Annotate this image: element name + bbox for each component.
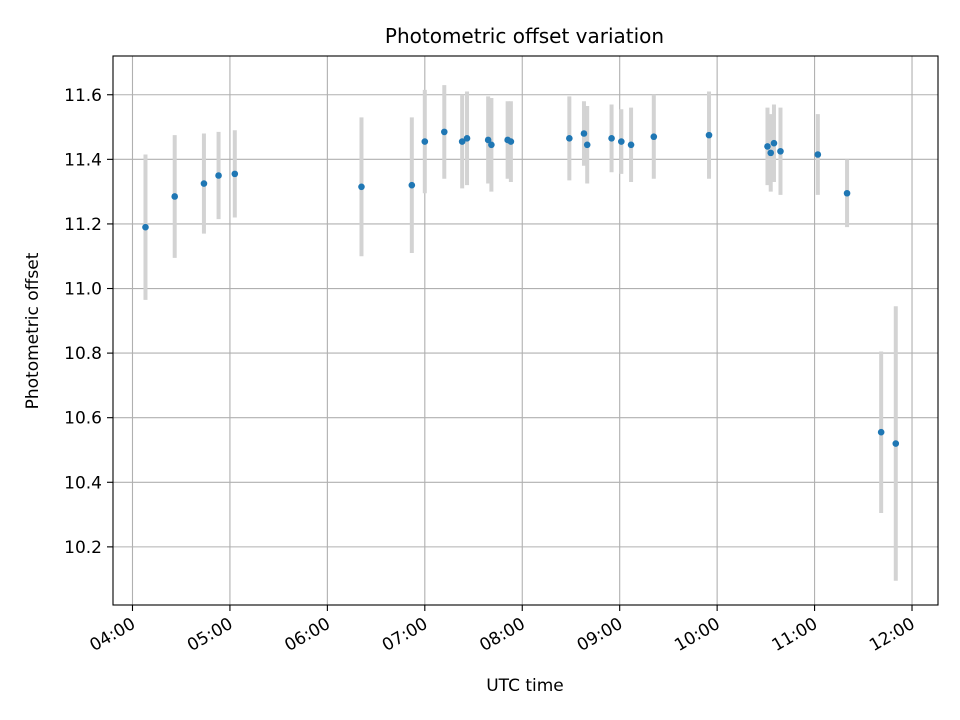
data-point [171, 193, 179, 200]
data-point [484, 136, 492, 144]
data-point [583, 141, 591, 149]
plot-frame [112, 55, 939, 606]
data-point [705, 131, 713, 139]
data-point [440, 128, 448, 136]
data-point [580, 130, 588, 137]
data-point [421, 138, 429, 145]
data-point [814, 151, 822, 158]
y-tick-label: 10.6 [64, 409, 102, 429]
y-tick-label: 10.2 [64, 538, 102, 558]
data-point [892, 440, 900, 447]
chart-title: Photometric offset variation [385, 24, 664, 48]
data-point [608, 135, 615, 142]
data-point [358, 183, 365, 191]
data-point [566, 135, 573, 142]
data-point [764, 143, 771, 150]
data-point [507, 138, 515, 145]
y-tick-label: 11.2 [64, 215, 102, 235]
data-point [408, 181, 416, 189]
y-tick-label: 11.4 [64, 150, 102, 170]
data-point [200, 180, 208, 187]
x-axis-label: UTC time [486, 676, 564, 696]
y-tick-label: 11.6 [64, 86, 102, 106]
data-points [142, 128, 900, 447]
data-point [843, 189, 851, 197]
data-point [215, 172, 222, 179]
y-tick-label: 10.4 [64, 473, 102, 493]
data-point [488, 141, 495, 149]
data-point [767, 149, 775, 157]
data-point [770, 139, 778, 147]
data-point [458, 138, 466, 145]
data-point [618, 138, 625, 145]
data-point [463, 135, 471, 142]
y-axis-label: Photometric offset [23, 252, 43, 409]
data-point [142, 223, 149, 231]
data-point [877, 428, 885, 436]
y-tick-label: 11.0 [64, 280, 102, 300]
y-axis-ticks: 10.2 10.4 10.6 10.8 11.0 11.2 11.4 11.6 [64, 86, 113, 558]
data-point [231, 170, 239, 178]
data-point [777, 147, 784, 155]
data-point [627, 141, 635, 149]
y-tick-label: 10.8 [64, 344, 102, 364]
data-point [650, 133, 658, 141]
